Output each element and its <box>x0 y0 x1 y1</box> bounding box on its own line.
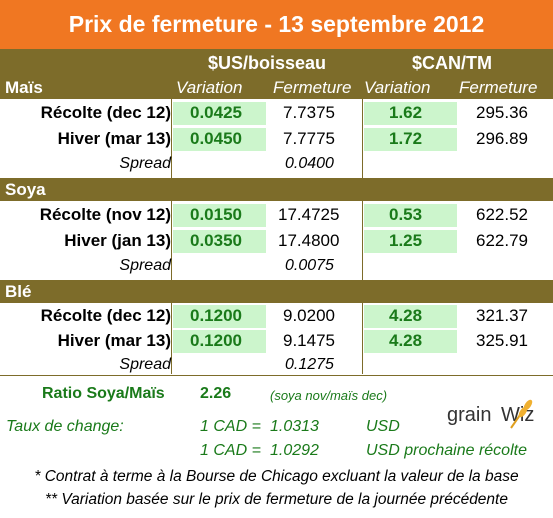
table-row: Hiver (mar 13) 0.1200 9.1475 4.28 325.91 <box>0 329 553 354</box>
can-group-header: $CAN/TM <box>412 53 492 73</box>
us-variation: 0.0450 <box>190 129 242 148</box>
can-variation: 4.28 <box>389 306 423 325</box>
row-label: Récolte (nov 12) <box>39 205 171 224</box>
table-row: Récolte (dec 12) 0.1200 9.0200 4.28 321.… <box>0 304 553 329</box>
exchange-label: Taux de change: <box>6 418 124 435</box>
section-label: Soya <box>5 180 46 199</box>
us-fermeture: 17.4800 <box>278 231 340 250</box>
exchange-value-1: 1.0313 <box>270 418 319 435</box>
wheat-icon <box>510 399 533 429</box>
can-variation: 4.28 <box>389 331 423 350</box>
page-title: Prix de fermeture - 13 septembre 2012 <box>0 0 553 49</box>
us-variation: 0.0150 <box>190 205 242 224</box>
variation-cell <box>173 330 266 353</box>
us-fermeture: 7.7375 <box>283 103 335 122</box>
exchange-value-2: 1.0292 <box>270 442 319 459</box>
row-label: Hiver (jan 13) <box>64 231 171 250</box>
exchange-cad-2: 1 CAD = <box>200 442 261 459</box>
us-fermeture: 9.0200 <box>283 306 335 325</box>
can-fermeture: 296.89 <box>476 129 528 148</box>
spread-value: 0.1275 <box>285 356 334 373</box>
table-row: Hiver (mar 13) 0.0450 7.7775 1.72 296.89 <box>0 127 553 152</box>
spread-row: Spread 0.1275 <box>0 354 553 379</box>
can-fermeture: 321.37 <box>476 306 528 325</box>
variation-cell <box>173 305 266 328</box>
logo-text-grain: grain <box>447 404 492 426</box>
can-fermeture: 325.91 <box>476 331 528 350</box>
footnote-1: * Contrat à terme à la Bourse de Chicago… <box>34 468 519 485</box>
spread-value: 0.0075 <box>285 257 334 274</box>
variation-cell <box>364 330 457 353</box>
variation-cell <box>173 102 266 125</box>
can-fermeture: 295.36 <box>476 103 528 122</box>
col-header-can-variation: Variation <box>364 78 431 97</box>
col-header-us-variation: Variation <box>176 78 243 97</box>
variation-cell <box>173 128 266 151</box>
variation-cell <box>173 204 266 227</box>
column-divider <box>171 49 172 374</box>
can-fermeture: 622.52 <box>476 205 528 224</box>
can-variation: 0.53 <box>389 205 423 224</box>
variation-cell <box>364 230 457 253</box>
col-header-us-fermeture: Fermeture <box>273 78 352 97</box>
us-variation: 0.1200 <box>190 306 242 325</box>
exchange-unit-1: USD <box>366 418 400 435</box>
section-label: Blé <box>5 282 32 301</box>
us-variation: 0.0425 <box>190 103 242 122</box>
table-row: Récolte (dec 12) 0.0425 7.7375 1.62 295.… <box>0 101 553 126</box>
spread-label: Spread <box>119 257 171 274</box>
can-variation: 1.62 <box>389 103 423 122</box>
spread-row: Spread 0.0400 <box>0 153 553 178</box>
grainwiz-logo: grain Wiz <box>447 398 547 432</box>
ratio-value: 2.26 <box>200 385 232 402</box>
us-fermeture: 17.4725 <box>278 205 340 224</box>
spread-label: Spread <box>119 356 171 373</box>
table-row: Hiver (jan 13) 0.0350 17.4800 1.25 622.7… <box>0 229 553 254</box>
can-fermeture: 622.79 <box>476 231 528 250</box>
section-header-soya: Soya <box>0 178 553 201</box>
can-variation: 1.25 <box>389 231 423 250</box>
can-variation: 1.72 <box>389 129 423 148</box>
table-bottom-border <box>0 375 553 376</box>
column-divider <box>362 49 363 374</box>
variation-cell <box>364 102 457 125</box>
table-row: Récolte (nov 12) 0.0150 17.4725 0.53 622… <box>0 203 553 228</box>
us-fermeture: 9.1475 <box>283 331 335 350</box>
variation-cell <box>173 230 266 253</box>
section-header-ble: Blé <box>0 280 553 303</box>
row-label: Hiver (mar 13) <box>57 331 171 350</box>
exchange-cad-1: 1 CAD = <box>200 418 261 435</box>
ratio-note: (soya nov/maïs dec) <box>270 388 388 403</box>
variation-cell <box>364 305 457 328</box>
us-group-header: $US/boisseau <box>208 53 327 73</box>
table-header <box>0 49 553 99</box>
variation-cell <box>364 204 457 227</box>
us-fermeture: 7.7775 <box>283 129 335 148</box>
row-label: Récolte (dec 12) <box>40 103 171 122</box>
footnote-2: ** Variation basée sur le prix de fermet… <box>45 491 508 508</box>
spread-value: 0.0400 <box>285 155 334 172</box>
col-header-can-fermeture: Fermeture <box>459 78 538 97</box>
section-label-mais: Maïs <box>5 78 43 97</box>
variation-cell <box>364 128 457 151</box>
us-variation: 0.1200 <box>190 331 242 350</box>
ratio-label: Ratio Soya/Maïs <box>42 385 165 402</box>
spread-label: Spread <box>119 155 171 172</box>
row-label: Hiver (mar 13) <box>57 129 171 148</box>
us-variation: 0.0350 <box>190 231 242 250</box>
exchange-unit-2: USD prochaine récolte <box>366 442 527 459</box>
row-label: Récolte (dec 12) <box>40 306 171 325</box>
spread-row: Spread 0.0075 <box>0 255 553 280</box>
